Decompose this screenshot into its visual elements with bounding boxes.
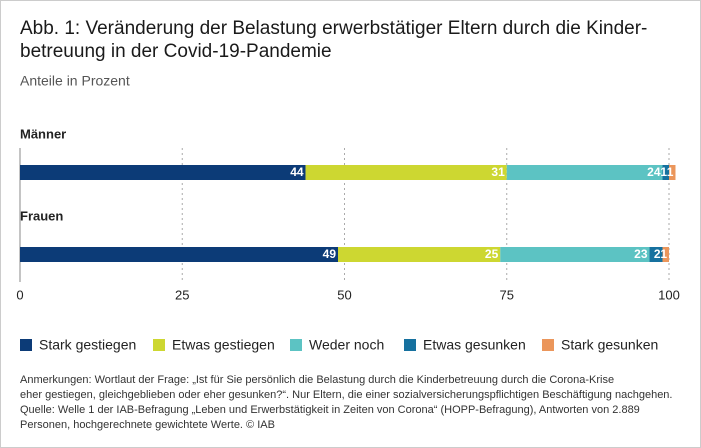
x-tick-label: 0 [16, 287, 23, 302]
bar-segment [338, 247, 501, 262]
bar-segment [662, 247, 669, 262]
bar-segment [506, 165, 663, 180]
value-label: 44 [290, 165, 304, 179]
legend-swatch [404, 339, 416, 351]
legend-swatch [290, 339, 302, 351]
legend-label: Weder noch [309, 337, 384, 353]
value-label: 25 [485, 247, 499, 261]
value-label: 1 [660, 247, 667, 261]
bar-segment [20, 165, 306, 180]
note: Anmerkungen: Wortlaut der Frage: „Ist fü… [20, 374, 614, 386]
bar-segment [669, 165, 676, 180]
legend-label: Etwas gesunken [423, 337, 526, 353]
legend-label: Stark gesunken [561, 337, 658, 353]
bar-segment [305, 165, 507, 180]
legend-label: Stark gestiegen [39, 337, 136, 353]
chart-subtitle: Anteile in Prozent [20, 73, 130, 89]
value-label: 31 [491, 165, 505, 179]
bar-segment [649, 247, 663, 262]
note: Quelle: Welle 1 der IAB-Befragung „Leben… [20, 404, 640, 416]
value-label: 1 [660, 165, 667, 179]
x-tick-label: 50 [337, 287, 351, 302]
x-tick-label: 100 [658, 287, 680, 302]
note: eher gestiegen, gleichgeblieben oder ehe… [20, 389, 672, 401]
bar-segment [20, 247, 339, 262]
legend-swatch [153, 339, 165, 351]
category-label: Frauen [20, 208, 63, 223]
legend-swatch [20, 339, 32, 351]
value-label: 2 [654, 247, 661, 261]
bar-segment [662, 165, 669, 180]
x-tick-label: 25 [175, 287, 189, 302]
value-label: 24 [647, 165, 661, 179]
value-label: 49 [323, 247, 337, 261]
legend-swatch [542, 339, 554, 351]
value-label: 23 [634, 247, 648, 261]
legend-label: Etwas gestiegen [172, 337, 275, 353]
chart-title: Abb. 1: Veränderung der Belastung erwerb… [20, 18, 647, 39]
category-label: Männer [20, 126, 66, 141]
bar-segment [500, 247, 650, 262]
x-tick-label: 75 [500, 287, 514, 302]
chart-title: betreuung in der Covid-19-Pandemie [20, 41, 332, 62]
note: Personen, hochgerechnete gewichtete Wert… [20, 419, 275, 431]
value-label: 1 [667, 165, 674, 179]
